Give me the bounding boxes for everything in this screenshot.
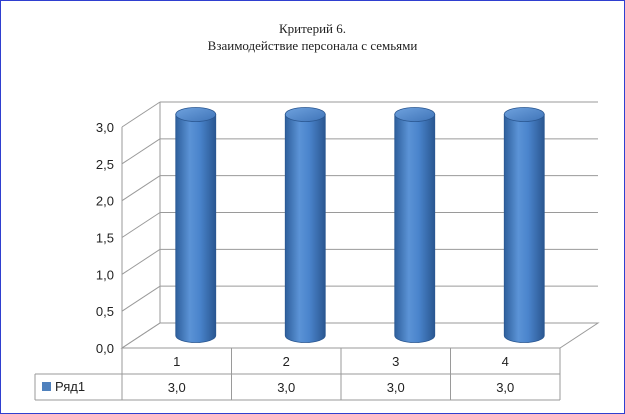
x-tick-label: 1 bbox=[173, 354, 180, 369]
gridline-side bbox=[121, 285, 161, 312]
bars bbox=[175, 107, 545, 343]
bar-body bbox=[503, 114, 545, 343]
x-tick-label: 2 bbox=[283, 354, 290, 369]
chart-subtitle: Взаимодействие персонала с семьями bbox=[207, 38, 418, 53]
data-label: 3,0 bbox=[496, 380, 514, 395]
gridlines bbox=[120, 101, 600, 349]
gridline-side bbox=[121, 175, 161, 202]
y-axis: 0,0 0,5 1,0 1,5 2,0 2,5 3,0 bbox=[96, 120, 114, 356]
bar-body bbox=[175, 114, 217, 343]
gridline-side bbox=[121, 101, 161, 128]
bar-top bbox=[284, 107, 326, 122]
y-tick-label: 1,5 bbox=[96, 231, 114, 246]
y-tick-label: 0,5 bbox=[96, 304, 114, 319]
data-table: 1 3,0 2 3,0 3 3,0 4 3,0 Ряд1 bbox=[34, 348, 561, 401]
bar bbox=[394, 107, 436, 343]
data-label: 3,0 bbox=[168, 380, 186, 395]
legend-label: Ряд1 bbox=[55, 379, 85, 394]
x-tick-label: 4 bbox=[502, 354, 509, 369]
y-tick-label: 0,0 bbox=[96, 341, 114, 356]
y-tick-label: 2,0 bbox=[96, 194, 114, 209]
bar bbox=[175, 107, 217, 343]
bar bbox=[284, 107, 326, 343]
x-tick-label: 3 bbox=[392, 354, 399, 369]
gridline-side bbox=[121, 138, 161, 165]
bar-top bbox=[503, 107, 545, 122]
gridline-side bbox=[121, 212, 161, 238]
bar-body bbox=[284, 114, 326, 343]
legend-swatch bbox=[42, 382, 51, 391]
data-label: 3,0 bbox=[387, 380, 405, 395]
bar-top bbox=[394, 107, 436, 122]
bar bbox=[503, 107, 545, 343]
bar-body bbox=[394, 114, 436, 343]
gridline-side bbox=[121, 322, 161, 349]
y-tick-label: 1,0 bbox=[96, 267, 114, 282]
data-label: 3,0 bbox=[277, 380, 295, 395]
bar-top bbox=[175, 107, 217, 122]
y-tick-label: 2,5 bbox=[96, 157, 114, 172]
y-tick-label: 3,0 bbox=[96, 120, 114, 135]
chart-title: Критерий 6. bbox=[279, 21, 346, 36]
gridline-side bbox=[121, 248, 161, 275]
